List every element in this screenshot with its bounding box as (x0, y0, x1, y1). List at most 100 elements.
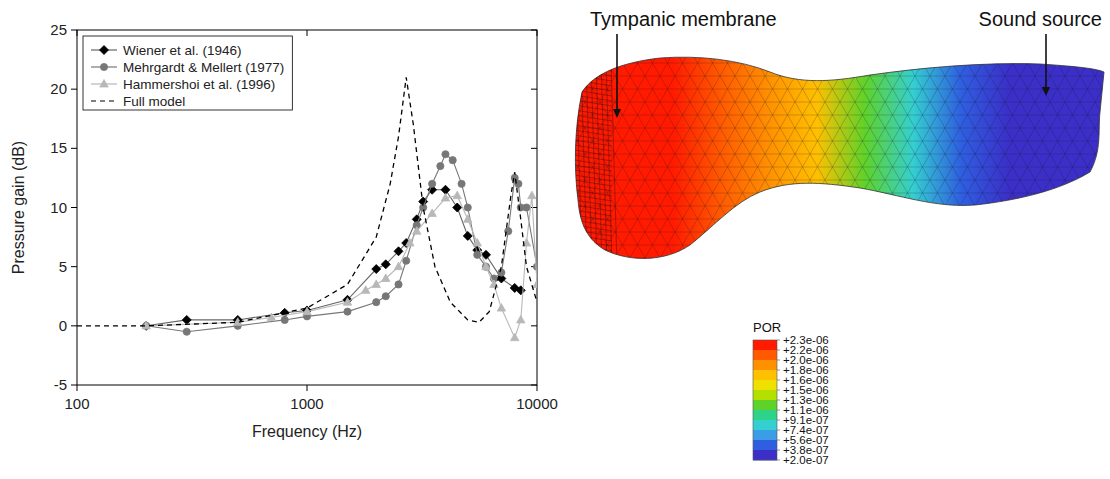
series-marker (382, 274, 390, 282)
x-tick-top (307, 30, 308, 36)
color-band (753, 380, 777, 390)
series-line (146, 196, 537, 338)
y-tick (71, 266, 77, 267)
x-tick-top (537, 30, 538, 36)
series-marker (428, 209, 436, 217)
y-tick-right (531, 30, 537, 31)
series-marker (511, 333, 519, 341)
series-marker (394, 262, 402, 270)
y-tick (71, 148, 77, 149)
color-bar-tick (777, 430, 780, 431)
color-bar-tick (777, 370, 780, 371)
series-marker (372, 280, 380, 288)
line-chart: 100100010000-50510152025Frequency (Hz)Pr… (10, 21, 558, 440)
y-tick (71, 385, 77, 386)
legend-frame (83, 36, 292, 110)
mesh-dense (574, 60, 617, 271)
y-tick (71, 207, 77, 208)
y-tick-label: 10 (50, 199, 67, 216)
y-tick (71, 30, 77, 31)
series-marker (429, 180, 436, 187)
plot-data (77, 77, 537, 340)
series-marker (533, 280, 537, 288)
color-bar-tick (777, 360, 780, 361)
series-marker (344, 308, 351, 315)
arrow-shaft (1045, 34, 1047, 88)
legend-label: Hammershoi et al. (1996) (123, 77, 275, 92)
x-tick-label: 100 (64, 395, 89, 412)
color-band (753, 410, 777, 420)
y-tick (71, 89, 77, 90)
y-tick-right (531, 207, 537, 208)
color-bar-tick (777, 390, 780, 391)
y-tick-label: 25 (50, 21, 67, 38)
series-marker (458, 180, 465, 187)
color-bar-tick (777, 380, 780, 381)
mesh (173, 50, 1110, 271)
y-tick-right (531, 385, 537, 386)
series-marker (395, 281, 402, 288)
legend-label: Mehrgardt & Mellert (1977) (123, 60, 284, 75)
y-tick-right (531, 89, 537, 90)
legend-label: Full model (123, 94, 185, 109)
series-marker (482, 263, 489, 270)
figure: 100100010000-50510152025Frequency (Hz)Pr… (0, 0, 1110, 479)
series-marker (528, 191, 536, 199)
series-marker (233, 315, 242, 324)
ear-canal-field (575, 57, 1104, 258)
legend-line (91, 100, 117, 101)
arrow-head (613, 109, 621, 118)
series-marker (183, 328, 190, 335)
y-tick-label: 5 (59, 258, 67, 275)
color-bar-label: +2.0e-07 (783, 454, 829, 466)
color-band (753, 360, 777, 370)
y-tick-label: -5 (54, 376, 67, 393)
color-bar-tick (777, 350, 780, 351)
series-marker (453, 191, 461, 199)
legend-marker (100, 80, 108, 88)
series-marker (281, 316, 288, 323)
series-marker (413, 227, 421, 235)
series-marker (464, 204, 471, 211)
y-tick (71, 325, 77, 326)
color-band (753, 390, 777, 400)
series-marker (523, 204, 530, 211)
arrow-shaft (616, 34, 618, 110)
color-bar-tick (777, 420, 780, 421)
series-marker (437, 162, 444, 169)
color-bar-title: POR (753, 320, 781, 335)
series-marker (498, 269, 505, 276)
legend: Wiener et al. (1946) Mehrgardt & Mellert … (83, 36, 292, 110)
color-bar-frame (753, 340, 777, 460)
y-tick-right (531, 148, 537, 149)
y-tick-label: 15 (50, 139, 67, 156)
color-bar: POR+2.3e-06+2.2e-06+2.0e-06+1.8e-06+1.6e… (753, 320, 829, 466)
x-axis-title: Frequency (Hz) (252, 423, 362, 440)
color-bar-tick (777, 440, 780, 441)
x-tick-label: 1000 (290, 395, 323, 412)
series-marker (441, 194, 449, 202)
series-marker (474, 251, 481, 258)
color-band (753, 370, 777, 380)
series-marker (464, 215, 472, 223)
series-marker (442, 151, 449, 158)
color-band (753, 430, 777, 440)
color-band (753, 350, 777, 360)
color-bar-tick (777, 410, 780, 411)
annotation: Tympanic membrane (590, 8, 777, 30)
series-marker (372, 265, 381, 274)
series-marker (490, 280, 498, 288)
x-tick (537, 385, 538, 391)
series-marker (406, 239, 414, 247)
y-axis-title: Pressure gain (dB) (10, 141, 27, 274)
annotation: Sound source (979, 8, 1102, 30)
series-marker (453, 203, 462, 212)
color-band (753, 420, 777, 430)
x-tick (307, 385, 308, 391)
x-tick (77, 385, 78, 391)
series-marker (497, 304, 505, 312)
legend-label: Wiener et al. (1946) (123, 43, 242, 58)
legend-marker (100, 63, 107, 70)
series-line (77, 77, 537, 325)
x-tick-label: 10000 (516, 395, 558, 412)
